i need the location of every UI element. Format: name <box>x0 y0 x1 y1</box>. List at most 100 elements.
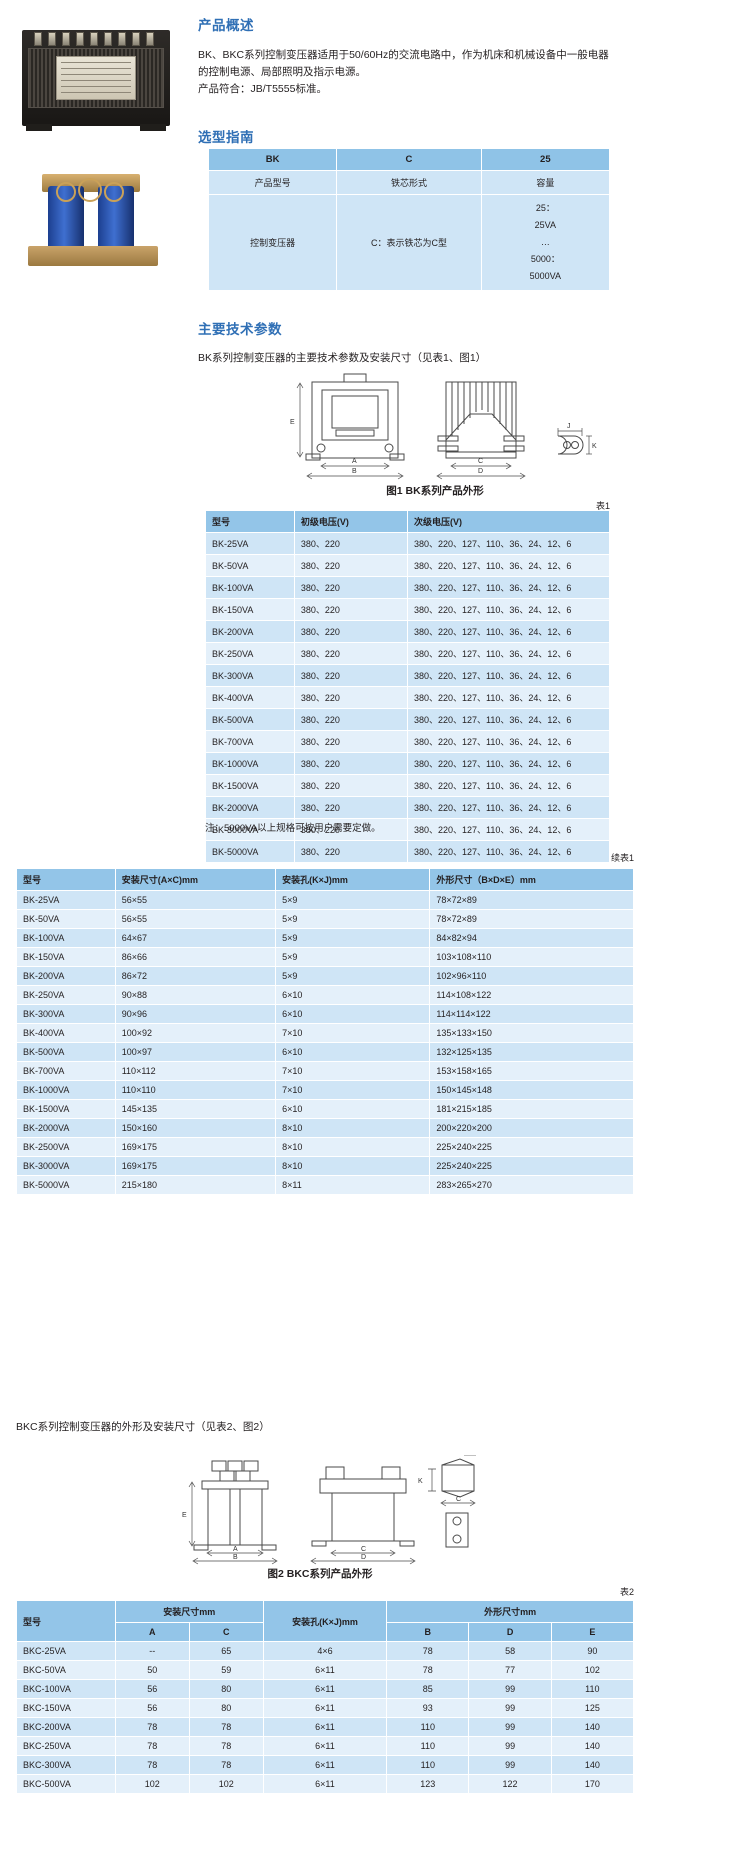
table-row: BK-100VA 380、220 380、220、127、110、36、24、12、… <box>205 576 611 599</box>
cell-outline-size: 103×108×110 <box>429 947 634 967</box>
cell-model: BK-5000VA <box>16 1175 116 1195</box>
cell-e: 140 <box>550 1717 635 1737</box>
table-row: BKC-200VA 78 78 6×11 110 99 140 <box>16 1717 635 1737</box>
cell-c: 78 <box>188 1755 264 1775</box>
cell-e: 140 <box>550 1736 635 1756</box>
cell-secondary-voltage: 380、220、127、110、36、24、12、6 <box>406 554 611 577</box>
t2-header-holes: 安装孔(K×J)mm <box>262 1600 388 1642</box>
cell-model: BK-100VA <box>16 928 116 948</box>
t2-header-mounting: 安装尺寸mm <box>114 1600 264 1623</box>
cell-d: 99 <box>468 1679 552 1699</box>
cell-secondary-voltage: 380、220、127、110、36、24、12、6 <box>406 576 611 599</box>
cell-hole: 6×11 <box>262 1755 388 1775</box>
cell-b: 110 <box>386 1717 470 1737</box>
figure-2-drawing: E A B C D <box>160 1455 480 1565</box>
cell-mounting-hole: 5×9 <box>275 909 431 929</box>
t2-header-outline: 外形尺寸mm <box>386 1600 634 1623</box>
cell-outline-size: 84×82×94 <box>429 928 634 948</box>
table-1-body: BK-25VA 380、220 380、220、127、110、36、24、12、6… <box>205 532 611 863</box>
table-1-continued-caption: 续表1 <box>610 853 634 863</box>
table-row: BKC-50VA 50 59 6×11 78 77 102 <box>16 1660 635 1680</box>
params-section: 主要技术参数 BK系列控制变压器的主要技术参数及安装尺寸（见表1、图1） <box>198 318 618 367</box>
cell-primary-voltage: 380、220 <box>293 554 408 577</box>
table-row: BK-200VA 380、220 380、220、127、110、36、24、12、… <box>205 620 611 643</box>
cell-model: BK-1000VA <box>205 752 295 775</box>
guide-header-capacity: 25 <box>480 148 611 171</box>
cell-c: 78 <box>188 1736 264 1756</box>
svg-text:K: K <box>592 443 597 450</box>
t2-sub-d: D <box>468 1622 552 1642</box>
cell-outline-size: 114×108×122 <box>429 985 634 1005</box>
figure-2-caption: 图2 BKC系列产品外形 <box>267 1568 373 1580</box>
table-row: BKC-300VA 78 78 6×11 110 99 140 <box>16 1755 635 1775</box>
cell-secondary-voltage: 380、220、127、110、36、24、12、6 <box>406 642 611 665</box>
table-row: BK-2500VA 169×175 8×10 225×240×225 <box>16 1137 634 1157</box>
cell-outline-size: 78×72×89 <box>429 890 634 910</box>
table-row: BK-1000VA 380、220 380、220、127、110、36、24、12… <box>205 752 611 775</box>
cell-primary-voltage: 380、220 <box>293 686 408 709</box>
table-row: BK-400VA 380、220 380、220、127、110、36、24、12、… <box>205 686 611 709</box>
svg-text:E: E <box>182 1512 187 1519</box>
cell-hole: 6×11 <box>262 1774 388 1794</box>
table-row: BKC-150VA 56 80 6×11 93 99 125 <box>16 1698 635 1718</box>
svg-text:E: E <box>290 419 295 426</box>
table-1b-body: BK-25VA 56×55 5×9 78×72×89 BK-50VA 56×55 5×9 78… <box>16 890 634 1195</box>
selection-guide-section: 选型指南 <box>198 126 618 146</box>
cell-model: BKC-500VA <box>16 1774 116 1794</box>
cell-outline-size: 102×96×110 <box>429 966 634 986</box>
cell-b: 110 <box>386 1755 470 1775</box>
table-2-bkc-dimensions: 型号 安装尺寸mm 安装孔(K×J)mm 外形尺寸mm A C B D E BK… <box>16 1600 635 1794</box>
cell-primary-voltage: 380、220 <box>293 774 408 797</box>
t2-sub-b: B <box>386 1622 470 1642</box>
cell-secondary-voltage: 380、220、127、110、36、24、12、6 <box>406 664 611 687</box>
table-row: BK-1500VA 145×135 6×10 181×215×185 <box>16 1099 634 1119</box>
cell-model: BK-50VA <box>16 909 116 929</box>
cell-mounting-hole: 8×10 <box>275 1118 431 1138</box>
overview-paragraph-1: BK、BKC系列控制变压器适用于50/60Hz的交流电路中，作为机床和机械设备中… <box>198 49 609 78</box>
cell-mounting-size: 90×88 <box>114 985 277 1005</box>
table-row: BK-1500VA 380、220 380、220、127、110、36、24、12… <box>205 774 611 797</box>
cell-c: 102 <box>188 1774 264 1794</box>
cell-primary-voltage: 380、220 <box>293 752 408 775</box>
table-row: BK-500VA 100×97 6×10 132×125×135 <box>16 1042 634 1062</box>
capacity-line: 25VA <box>534 220 557 230</box>
cell-secondary-voltage: 380、220、127、110、36、24、12、6 <box>406 730 611 753</box>
cell-primary-voltage: 380、220 <box>293 664 408 687</box>
t1b-header-outline: 外形尺寸（B×D×E）mm <box>429 868 634 891</box>
t2-sub-e: E <box>550 1622 635 1642</box>
cell-model: BK-400VA <box>16 1023 116 1043</box>
cell-model: BK-300VA <box>205 664 295 687</box>
cell-model: BK-2000VA <box>16 1118 116 1138</box>
overview-section: 产品概述 BK、BKC系列控制变压器适用于50/60Hz的交流电路中，作为机床和… <box>198 14 618 98</box>
table-1-caption: 表1 <box>595 501 610 511</box>
table-header-row: 型号 安装尺寸(A×C)mm 安装孔(K×J)mm 外形尺寸（B×D×E）mm <box>16 868 634 891</box>
params-lead-text: BK系列控制变压器的主要技术参数及安装尺寸（见表1、图1） <box>198 352 487 364</box>
cell-mounting-size: 56×55 <box>114 909 277 929</box>
cell-mounting-hole: 6×10 <box>275 1042 431 1062</box>
cell-model: BK-700VA <box>16 1061 116 1081</box>
guide-label-model: 产品型号 <box>207 170 338 195</box>
table-row: BK-500VA 380、220 380、220、127、110、36、24、12、… <box>205 708 611 731</box>
cell-mounting-hole: 7×10 <box>275 1023 431 1043</box>
cell-mounting-hole: 8×10 <box>275 1137 431 1157</box>
cell-primary-voltage: 380、220 <box>293 642 408 665</box>
svg-text:B: B <box>352 468 357 475</box>
cell-hole: 6×11 <box>262 1679 388 1699</box>
cell-mounting-size: 100×97 <box>114 1042 277 1062</box>
svg-text:C: C <box>478 458 483 465</box>
t1b-header-model: 型号 <box>16 868 116 891</box>
guide-header-core: C <box>336 148 482 171</box>
cell-secondary-voltage: 380、220、127、110、36、24、12、6 <box>406 796 611 819</box>
svg-text:K: K <box>418 1478 423 1485</box>
cell-mounting-hole: 5×9 <box>275 947 431 967</box>
overview-paragraph-2: 产品符合：JB/T5555标准。 <box>198 83 327 95</box>
table-row: BK-2000VA 150×160 8×10 200×220×200 <box>16 1118 634 1138</box>
cell-b: 110 <box>386 1736 470 1756</box>
table-row: BKC-500VA 102 102 6×11 123 122 170 <box>16 1774 635 1794</box>
cell-a: 102 <box>114 1774 190 1794</box>
guide-value-core: C：表示铁芯为C型 <box>336 194 482 291</box>
cell-mounting-size: 64×67 <box>114 928 277 948</box>
table-2-body: BKC-25VA -- 65 4×6 78 58 90 BKC-50VA 50 59 6×11 78 7… <box>16 1641 635 1794</box>
cell-outline-size: 135×133×150 <box>429 1023 634 1043</box>
cell-a: 78 <box>114 1717 190 1737</box>
